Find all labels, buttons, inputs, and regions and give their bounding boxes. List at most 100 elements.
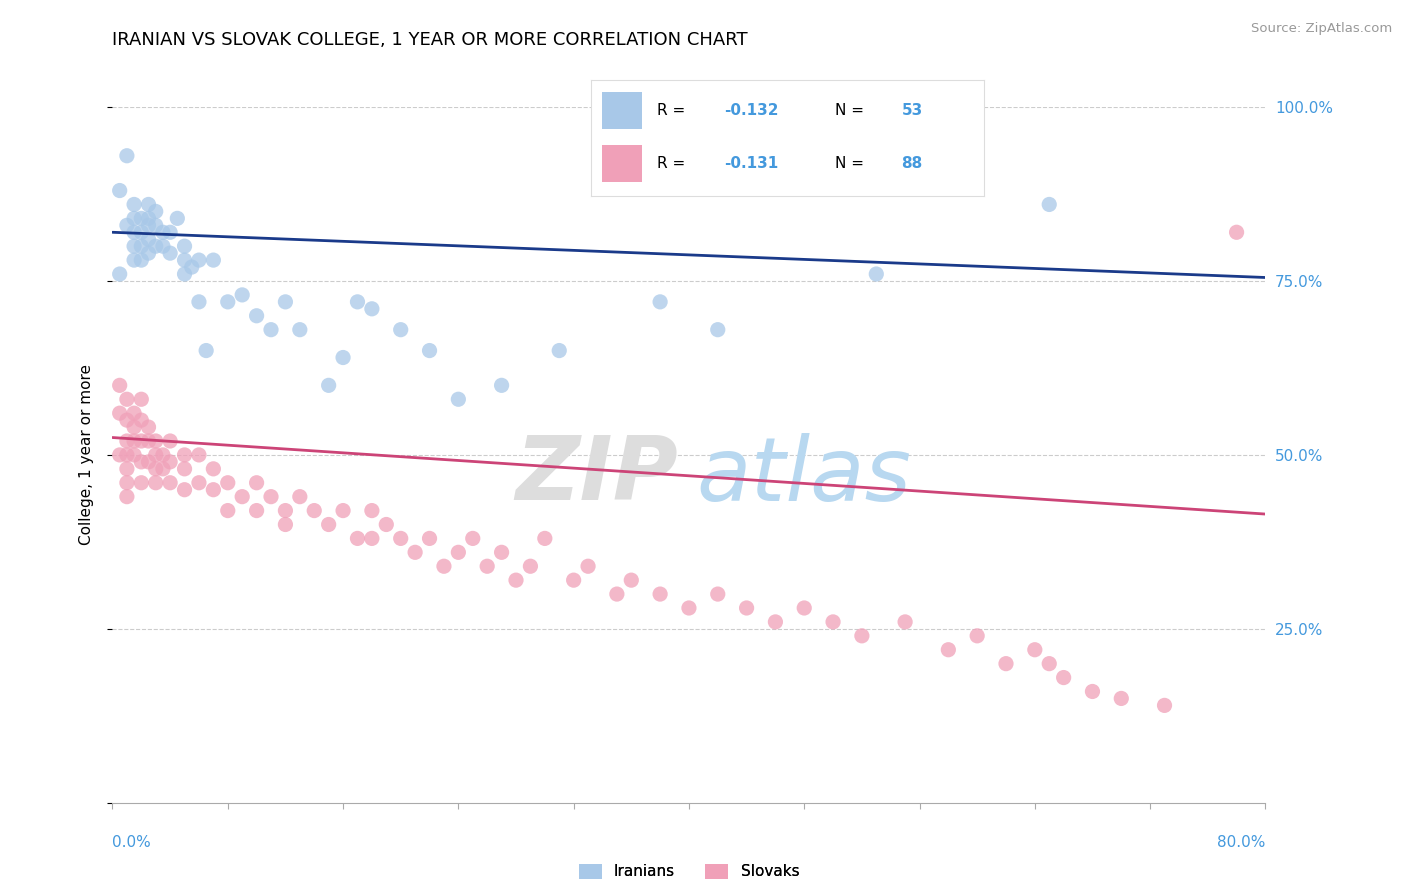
Point [115, 219, 138, 233]
Point [108, 406, 131, 420]
Text: -0.132: -0.132 [724, 103, 779, 118]
Point [145, 475, 167, 490]
Point [1052, 671, 1074, 685]
Point [202, 462, 225, 476]
Point [122, 420, 145, 434]
Point [706, 587, 728, 601]
Point [145, 239, 167, 253]
Point [1153, 698, 1175, 713]
Point [195, 343, 218, 358]
Point [115, 462, 138, 476]
Point [375, 517, 398, 532]
Point [145, 219, 167, 233]
Point [129, 413, 153, 427]
Point [318, 378, 340, 392]
Point [533, 532, 555, 546]
Point [433, 559, 456, 574]
Point [865, 267, 887, 281]
Point [122, 225, 145, 239]
Text: 80.0%: 80.0% [1218, 836, 1265, 850]
Point [274, 517, 297, 532]
Point [188, 253, 211, 268]
Point [894, 615, 917, 629]
Point [217, 294, 239, 309]
Point [122, 253, 145, 268]
Point [129, 225, 153, 239]
Point [202, 483, 225, 497]
Point [1024, 642, 1046, 657]
Text: N =: N = [835, 156, 869, 171]
Point [821, 615, 844, 629]
Point [129, 211, 153, 226]
Point [159, 225, 181, 239]
Point [138, 455, 160, 469]
Point [138, 434, 160, 448]
Point [115, 434, 138, 448]
Point [108, 448, 131, 462]
Point [447, 392, 470, 407]
Point [188, 475, 211, 490]
Point [231, 490, 253, 504]
Point [122, 406, 145, 420]
Text: atlas: atlas [697, 433, 911, 519]
Text: -0.131: -0.131 [724, 156, 779, 171]
Point [122, 211, 145, 226]
Point [115, 149, 138, 163]
Point [245, 475, 267, 490]
Point [138, 420, 160, 434]
Point [548, 343, 571, 358]
Point [115, 448, 138, 462]
Point [108, 184, 131, 198]
Point [138, 197, 160, 211]
Point [145, 448, 167, 462]
Point [152, 448, 174, 462]
Point [765, 615, 787, 629]
Point [461, 532, 484, 546]
Point [1038, 197, 1060, 211]
Point [332, 503, 354, 517]
Point [389, 532, 412, 546]
Point [108, 267, 131, 281]
Point [245, 503, 267, 517]
Point [129, 475, 153, 490]
FancyBboxPatch shape [602, 145, 641, 182]
Point [404, 545, 426, 559]
Point [122, 197, 145, 211]
Point [173, 267, 195, 281]
Point [505, 573, 527, 587]
Point [129, 455, 153, 469]
Point [851, 629, 873, 643]
Point [274, 503, 297, 517]
Point [360, 532, 382, 546]
Point [966, 629, 988, 643]
Point [129, 434, 153, 448]
Point [576, 559, 599, 574]
Point [188, 448, 211, 462]
Text: Source: ZipAtlas.com: Source: ZipAtlas.com [1251, 22, 1392, 36]
Point [260, 490, 283, 504]
Point [173, 253, 195, 268]
Point [1226, 225, 1249, 239]
FancyBboxPatch shape [602, 92, 641, 129]
Point [129, 253, 153, 268]
Point [115, 490, 138, 504]
Point [159, 246, 181, 260]
Point [606, 587, 628, 601]
Point [202, 253, 225, 268]
Point [706, 323, 728, 337]
Point [475, 559, 498, 574]
Text: 53: 53 [901, 103, 922, 118]
Point [648, 294, 672, 309]
Point [173, 483, 195, 497]
Point [122, 448, 145, 462]
Point [260, 323, 283, 337]
Point [419, 532, 441, 546]
Text: ZIP: ZIP [516, 433, 678, 519]
Point [217, 475, 239, 490]
Point [138, 246, 160, 260]
Point [188, 294, 211, 309]
Point [447, 545, 470, 559]
Point [332, 351, 354, 365]
Text: 0.0%: 0.0% [112, 836, 152, 850]
Point [648, 587, 672, 601]
